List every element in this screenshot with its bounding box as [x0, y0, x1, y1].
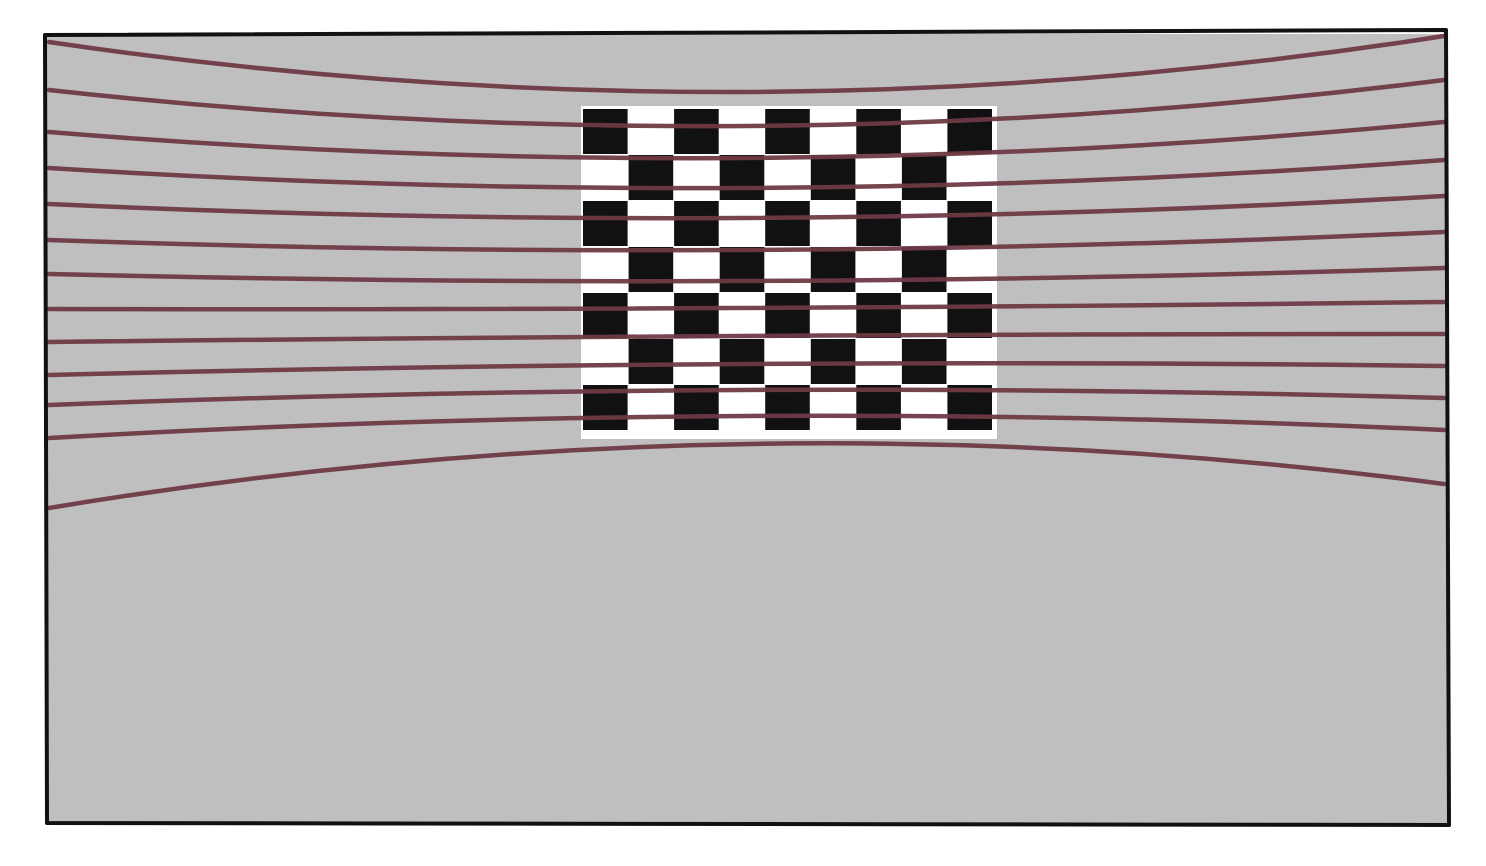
checker-square — [674, 201, 719, 246]
checker-square — [765, 201, 810, 246]
checker-square — [674, 293, 719, 338]
checker-square — [765, 109, 810, 154]
checker-square — [765, 293, 810, 338]
distortion-line-11 — [46, 387, 1447, 408]
distortion-line-8 — [46, 299, 1447, 312]
checker-square — [810, 247, 856, 292]
distortion-line-6 — [46, 229, 1447, 253]
distortion-line-9 — [46, 331, 1447, 345]
distortion-line-2 — [46, 77, 1447, 129]
distortion-lines — [46, 33, 1447, 511]
checker-square — [583, 201, 628, 246]
checker-square — [628, 247, 674, 292]
checker-square — [901, 247, 947, 292]
distortion-line-12 — [46, 413, 1447, 441]
checker-square — [810, 155, 856, 200]
checker-square — [719, 339, 765, 384]
checker-square — [628, 155, 674, 200]
checker-square — [719, 247, 765, 292]
distortion-line-4 — [46, 157, 1447, 191]
checker-square — [719, 155, 765, 200]
viewport-panel-border — [43, 28, 1451, 827]
checker-square — [947, 385, 992, 430]
checker-square — [583, 293, 628, 338]
checker-square — [901, 155, 947, 200]
distortion-line-13 — [46, 441, 1447, 511]
distortion-line-3 — [46, 119, 1447, 161]
checkerboard — [581, 106, 997, 439]
checker-square — [856, 201, 901, 246]
distortion-line-7 — [46, 265, 1447, 284]
checker-square — [947, 109, 992, 154]
distortion-line-5 — [46, 193, 1447, 221]
checker-square — [947, 293, 992, 338]
checker-square — [628, 339, 674, 384]
checker-square — [765, 385, 810, 430]
distortion-line-10 — [46, 360, 1447, 378]
checker-square — [856, 385, 901, 430]
checker-square — [947, 201, 992, 246]
checker-square — [583, 109, 628, 154]
distortion-line-1 — [46, 33, 1447, 95]
checker-square — [674, 109, 719, 154]
checker-square — [856, 109, 901, 154]
checker-square — [856, 293, 901, 338]
